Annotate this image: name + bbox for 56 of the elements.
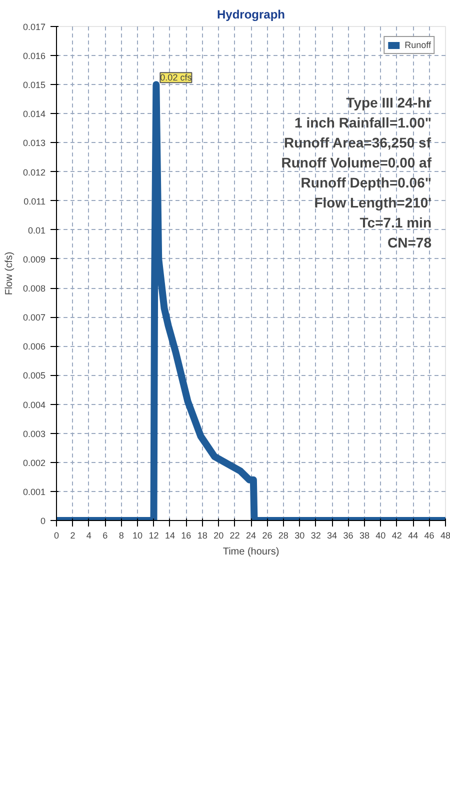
y-tick-label: 0.015: [22, 80, 46, 90]
y-tick-label: 0.005: [22, 370, 46, 381]
y-tick-label: 0.006: [22, 342, 46, 352]
y-tick-label: 0: [40, 516, 46, 526]
x-tick-label: 8: [118, 530, 124, 540]
annotation: 0.02 cfs: [160, 72, 192, 83]
annotation: 1 inch Rainfall=1.00": [294, 114, 432, 130]
annotation: CN=78: [388, 234, 432, 250]
x-tick-label: 22: [230, 530, 240, 540]
y-tick-label: 0.017: [22, 22, 46, 32]
x-tick-label: 26: [262, 530, 272, 540]
y-tick-label: 0.014: [22, 109, 46, 120]
y-tick-label: 0.009: [22, 254, 46, 264]
annotation: Runoff Depth=0.06": [300, 174, 432, 190]
x-tick-label: 2: [70, 530, 76, 540]
x-tick-label: 44: [408, 530, 418, 540]
annotation: Runoff Area=36,250 sf: [284, 134, 432, 150]
x-tick-label: 24: [246, 530, 256, 540]
y-tick-label: 0.003: [22, 428, 46, 439]
y-tick-label: 0.01: [28, 225, 46, 236]
x-tick-label: 48: [440, 530, 450, 540]
chart-title: Hydrograph: [217, 8, 286, 22]
x-tick-label: 42: [392, 530, 402, 540]
x-tick-label: 36: [343, 530, 354, 540]
x-tick-label: 0: [54, 530, 60, 540]
x-tick-label: 20: [214, 530, 224, 540]
y-tick-label: 0.004: [22, 400, 46, 410]
x-tick-label: 10: [132, 530, 143, 540]
y-tick-label: 0.012: [22, 167, 46, 178]
legend-label: Runoff: [404, 40, 431, 50]
x-tick-label: 4: [86, 530, 92, 540]
x-tick-label: 30: [294, 530, 305, 540]
x-tick-label: 34: [327, 530, 338, 540]
x-tick-label: 16: [181, 530, 192, 540]
annotation: Type III 24-hr: [346, 94, 432, 110]
x-tick-label: 46: [424, 530, 434, 540]
x-tick-label: 18: [197, 530, 208, 540]
annotation: Runoff Volume=0.00 af: [281, 154, 432, 170]
x-tick-label: 38: [359, 530, 370, 540]
annotation: Flow Length=210': [314, 194, 432, 210]
x-tick-label: 40: [376, 530, 386, 540]
y-axis-title: Flow (cfs): [4, 252, 15, 296]
x-axis-title: Time (hours): [222, 546, 280, 558]
x-tick-label: 32: [310, 530, 321, 540]
y-tick-label: 0.013: [22, 138, 46, 148]
x-tick-label: 28: [278, 530, 288, 540]
y-tick-label: 0.001: [22, 486, 46, 497]
annotation: Tc=7.1 min: [360, 214, 432, 230]
y-tick-label: 0.002: [22, 458, 46, 468]
y-tick-label: 0.011: [24, 196, 46, 206]
x-tick-label: 14: [164, 530, 175, 540]
x-tick-label: 6: [102, 530, 108, 540]
y-tick-label: 0.016: [22, 51, 46, 62]
x-tick-label: 12: [148, 530, 159, 540]
y-tick-label: 0.007: [22, 312, 46, 323]
y-tick-label: 0.008: [22, 284, 46, 294]
